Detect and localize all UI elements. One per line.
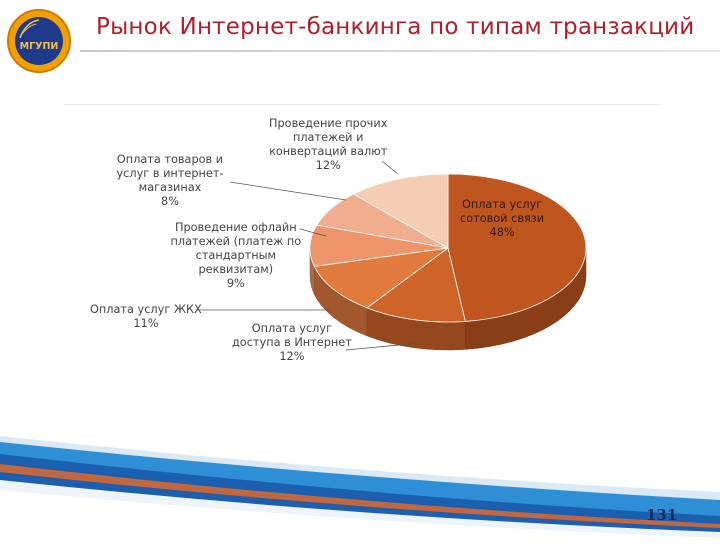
slice-label-4: Оплата товаров и услуг в интернет- магаз… <box>117 153 224 209</box>
slice-value-label: 8% <box>161 195 179 208</box>
slice-label-5: Проведение прочих платежей и конвертаций… <box>269 117 387 173</box>
slice-label-3: Проведение офлайн платежей (платеж по ст… <box>171 221 302 291</box>
slice-label-2: Оплата услуг ЖКХ 11% <box>90 303 202 331</box>
slice-label-1: Оплата услуг доступа в Интернет 12% <box>232 322 352 364</box>
slice-value-label: 12% <box>315 159 341 172</box>
slice-value-label: 48% <box>489 226 515 239</box>
chart-frame <box>64 104 660 405</box>
slice-value-label: 11% <box>133 317 159 330</box>
slice-label-text: Проведение офлайн платежей (платеж по ст… <box>170 221 302 276</box>
pie-slice-5 <box>352 173 449 249</box>
slice-value-label: 12% <box>279 350 305 363</box>
slice-label-text: Проведение прочих платежей и конвертаций… <box>269 117 388 158</box>
footer-wave <box>0 436 720 540</box>
pie-slice-1 <box>366 247 466 323</box>
leader-line-1 <box>345 342 421 351</box>
slice-label-text: Оплата услуг сотовой связи <box>460 198 545 225</box>
slice-label-text: Оплата товаров и услуг в интернет- магаз… <box>116 153 224 194</box>
pie-slice-2 <box>313 247 449 309</box>
leader-line-5 <box>381 160 399 175</box>
leader-line-3 <box>299 228 327 237</box>
logo-text: МГУПИ <box>20 41 59 52</box>
slice-label-text: Оплата услуг доступа в Интернет <box>232 322 352 349</box>
pie-slice-0 <box>447 173 587 322</box>
mgupi-logo: МГУПИ <box>7 9 71 73</box>
page-number: 131 <box>646 506 678 524</box>
leader-line-4 <box>229 181 347 201</box>
title-divider <box>80 50 720 52</box>
slice-label-text: Оплата услуг ЖКХ <box>90 303 202 316</box>
slice-value-label: 9% <box>226 277 245 290</box>
slice-label-0: Оплата услуг сотовой связи 48% <box>460 198 544 240</box>
page-title: Рынок Интернет-банкинга по типам транзак… <box>96 14 695 40</box>
